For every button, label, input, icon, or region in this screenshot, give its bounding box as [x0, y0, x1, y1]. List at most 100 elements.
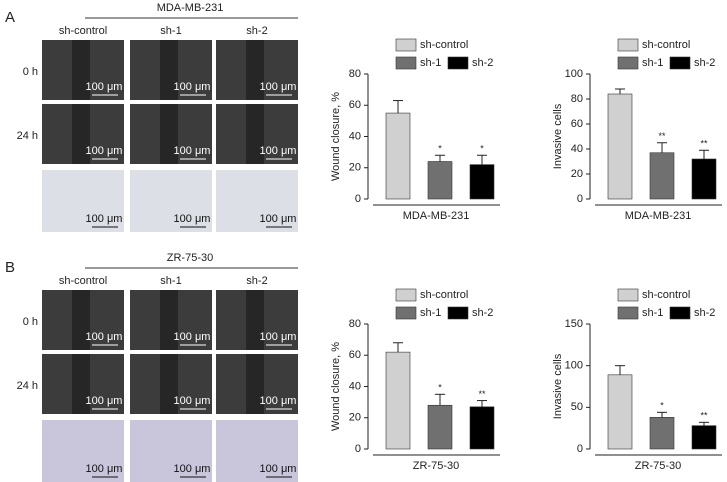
scratch-gap	[246, 40, 264, 100]
legend-swatch	[617, 38, 639, 52]
significance-label: **	[700, 139, 708, 149]
scale-bar-label: 100 μm	[86, 213, 123, 225]
scale-bar-label: 100 μm	[86, 463, 123, 475]
y-tick-label: 20	[349, 162, 361, 174]
y-axis-label: Wound closure, %	[330, 92, 342, 181]
significance-label: *	[438, 383, 442, 393]
scale-bar-label: 100 μm	[174, 145, 211, 157]
scale-bar-label: 100 μm	[174, 331, 211, 343]
bar	[427, 161, 453, 200]
x-axis-label: MDA-MB-231	[403, 210, 470, 222]
panel-letter: B	[5, 259, 15, 276]
legend-label: sh-control	[642, 39, 690, 51]
bar	[385, 112, 411, 200]
legend-swatch	[395, 306, 417, 320]
scale-bar-label: 100 μm	[260, 213, 297, 225]
invasion-image	[42, 420, 124, 482]
scale-bar-label: 100 μm	[260, 145, 297, 157]
scale-bar-label: 100 μm	[174, 463, 211, 475]
legend-label: sh-2	[472, 57, 493, 69]
panel-letter: A	[5, 9, 15, 26]
legend-label: sh-control	[420, 289, 468, 301]
scratch-gap	[246, 104, 264, 164]
column-label: sh-1	[160, 275, 181, 287]
significance-label: *	[660, 401, 664, 411]
y-tick-label: 0	[355, 193, 361, 205]
legend-swatch	[447, 306, 469, 320]
bar	[649, 417, 675, 450]
y-tick-label: 0	[355, 443, 361, 455]
column-label: sh-control	[59, 25, 107, 37]
scale-bar-label: 100 μm	[86, 81, 123, 93]
scratch-gap	[246, 290, 264, 350]
y-tick-label: 40	[349, 130, 361, 142]
scale-bar-label: 100 μm	[174, 213, 211, 225]
legend-label: sh-1	[420, 307, 441, 319]
y-tick-label: 0	[577, 193, 583, 205]
x-axis-label: MDA-MB-231	[625, 210, 692, 222]
significance-label: **	[478, 389, 486, 399]
y-tick-label: 60	[349, 349, 361, 361]
legend-label: sh-control	[420, 39, 468, 51]
legend-label: sh-2	[694, 57, 715, 69]
y-axis-label: Wound closure, %	[330, 342, 342, 431]
y-tick-label: 80	[349, 318, 361, 330]
y-tick-label: 100	[565, 360, 583, 372]
y-tick-label: 20	[349, 412, 361, 424]
scratch-gap	[160, 354, 178, 414]
invasion-image	[130, 170, 212, 232]
column-label: sh-1	[160, 25, 181, 37]
bar	[469, 406, 495, 450]
legend-swatch	[617, 56, 639, 70]
y-tick-label: 150	[565, 318, 583, 330]
legend-swatch	[447, 56, 469, 70]
scale-bar-label: 100 μm	[260, 463, 297, 475]
invasion-image	[216, 420, 298, 482]
significance-label: **	[658, 131, 666, 141]
legend-label: sh-2	[472, 307, 493, 319]
row-label: 0 h	[23, 316, 38, 328]
column-label: sh-2	[246, 25, 267, 37]
scale-bar-label: 100 μm	[86, 145, 123, 157]
legend-swatch	[395, 38, 417, 52]
legend-swatch	[669, 306, 691, 320]
legend-swatch	[669, 56, 691, 70]
cell-line-label: MDA-MB-231	[157, 2, 224, 14]
scale-bar-label: 100 μm	[260, 395, 297, 407]
y-axis-label: Invasive cells	[552, 353, 564, 419]
invasion-image	[42, 170, 124, 232]
scratch-gap	[72, 104, 90, 164]
bar	[607, 374, 633, 450]
bar	[691, 425, 717, 450]
invasion-image	[216, 170, 298, 232]
y-axis-label: Invasive cells	[552, 103, 564, 169]
legend-swatch	[617, 306, 639, 320]
column-label: sh-control	[59, 275, 107, 287]
x-axis-label: ZR-75-30	[635, 460, 681, 472]
scratch-gap	[160, 104, 178, 164]
bar	[427, 404, 453, 450]
scratch-gap	[72, 40, 90, 100]
column-label: sh-2	[246, 275, 267, 287]
scratch-gap	[246, 354, 264, 414]
bar	[691, 158, 717, 200]
bar	[385, 351, 411, 450]
scratch-gap	[160, 40, 178, 100]
bar	[607, 93, 633, 200]
y-tick-label: 50	[571, 401, 583, 413]
row-label: 24 h	[17, 130, 38, 142]
scale-bar-label: 100 μm	[86, 395, 123, 407]
y-tick-label: 80	[349, 68, 361, 80]
legend-label: sh-1	[642, 57, 663, 69]
y-tick-label: 60	[571, 118, 583, 130]
y-tick-label: 0	[577, 443, 583, 455]
y-tick-label: 60	[349, 99, 361, 111]
bar	[649, 152, 675, 200]
y-tick-label: 80	[571, 93, 583, 105]
row-label: 24 h	[17, 380, 38, 392]
legend-label: sh-1	[420, 57, 441, 69]
scale-bar-label: 100 μm	[174, 81, 211, 93]
legend-label: sh-2	[694, 307, 715, 319]
row-label: 0 h	[23, 66, 38, 78]
